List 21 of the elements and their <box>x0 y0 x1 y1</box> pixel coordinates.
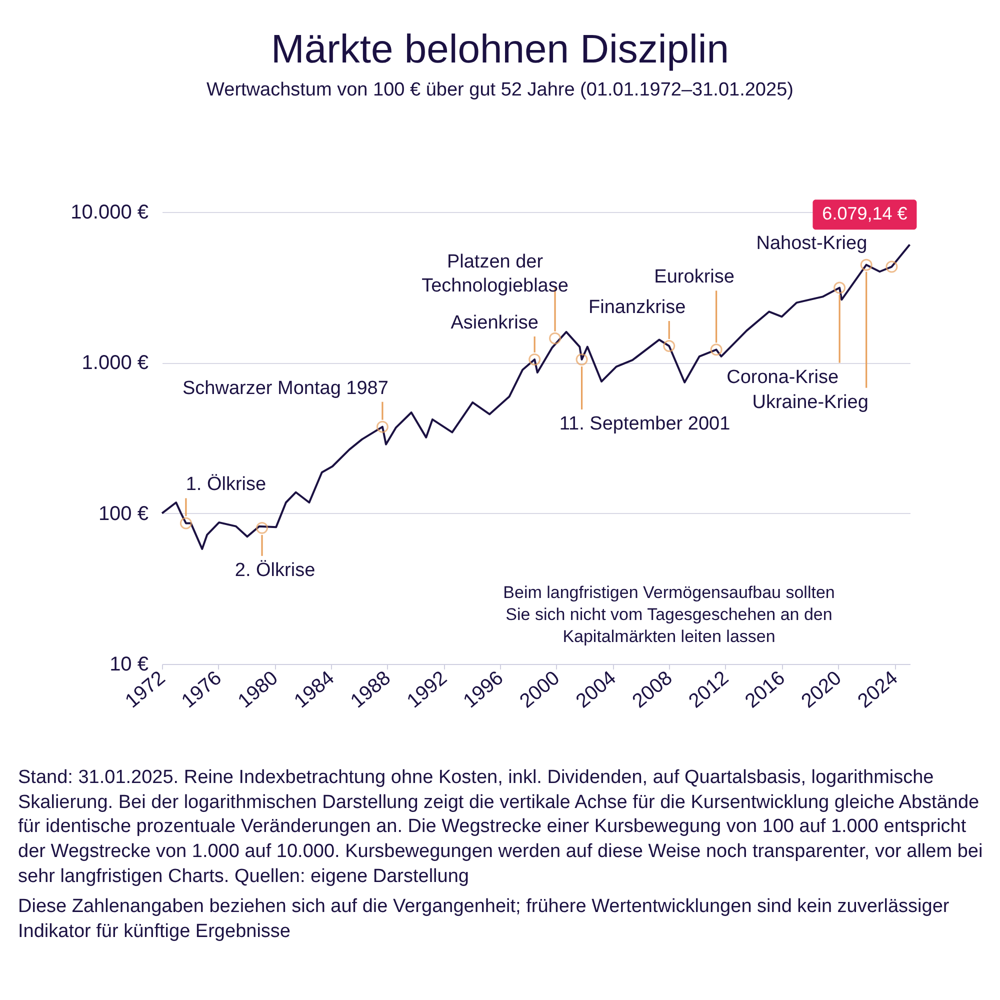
annotation: Corona-Krise <box>726 366 839 388</box>
annotation: Schwarzer Montag 1987 <box>182 378 388 399</box>
y-tick-label: 10 € <box>110 654 148 676</box>
annotation: 2. Ölkrise <box>234 560 316 581</box>
y-tick-label: 1.000 € <box>82 352 148 374</box>
annotation: Eurokrise <box>654 266 734 288</box>
text: Stand: 31.01.2025. Reine Indexbetrachtung ohne Kosten, inkl. Dividenden, auf Quartalsbasis, logarithmische Skalierung. Bei der logarithmischen Darstellung zeigt die vertikale Achse für die Kursentwicklung gleiche Abstände für identische prozentuale Veränderungen an. Die Wegstrecke einer Kursbewegung von 100 auf 1.000 entspricht der Wegstrecke von 1.000 auf 10.000. Kursbewegungen werden auf diese Weise noch transparenter, vor allem bei sehr langfristigen Charts. Quellen: eigene Darstellung <box>17 766 984 889</box>
annotation: 11. September 2001 <box>559 413 730 434</box>
y-tick-label: 10.000 € <box>70 202 148 224</box>
annotation: Beim langfristigen Vermögensaufbau sollten Sie sich nicht vom Tagesgeschehen an den Kapitalmärkten leiten lassen <box>503 583 835 646</box>
y-tick-label: 100 € <box>98 502 148 525</box>
annotation: Platzen der Technologieblase <box>422 251 568 296</box>
chart-title: Märkte belohnen Disziplin <box>270 28 730 72</box>
annotation: 1. Ölkrise <box>186 474 266 496</box>
annotation: Asienkrise <box>450 312 538 334</box>
data-label: 6.079,14 € <box>822 204 908 224</box>
chart-subtitle: Wertwachstum von 100 € über gut 52 Jahre (01.01.1972–31.01.2025) <box>206 80 794 101</box>
annotation: Ukraine-Krieg <box>752 392 868 413</box>
text: Diese Zahlenangaben beziehen sich auf die Vergangenheit; frühere Wertentwicklungen sind kein zuverlässiger Indikator für künftige Ergebnisse <box>17 895 950 944</box>
annotation: Nahost-Krieg <box>756 232 868 254</box>
annotation: Finanzkrise <box>588 297 686 318</box>
